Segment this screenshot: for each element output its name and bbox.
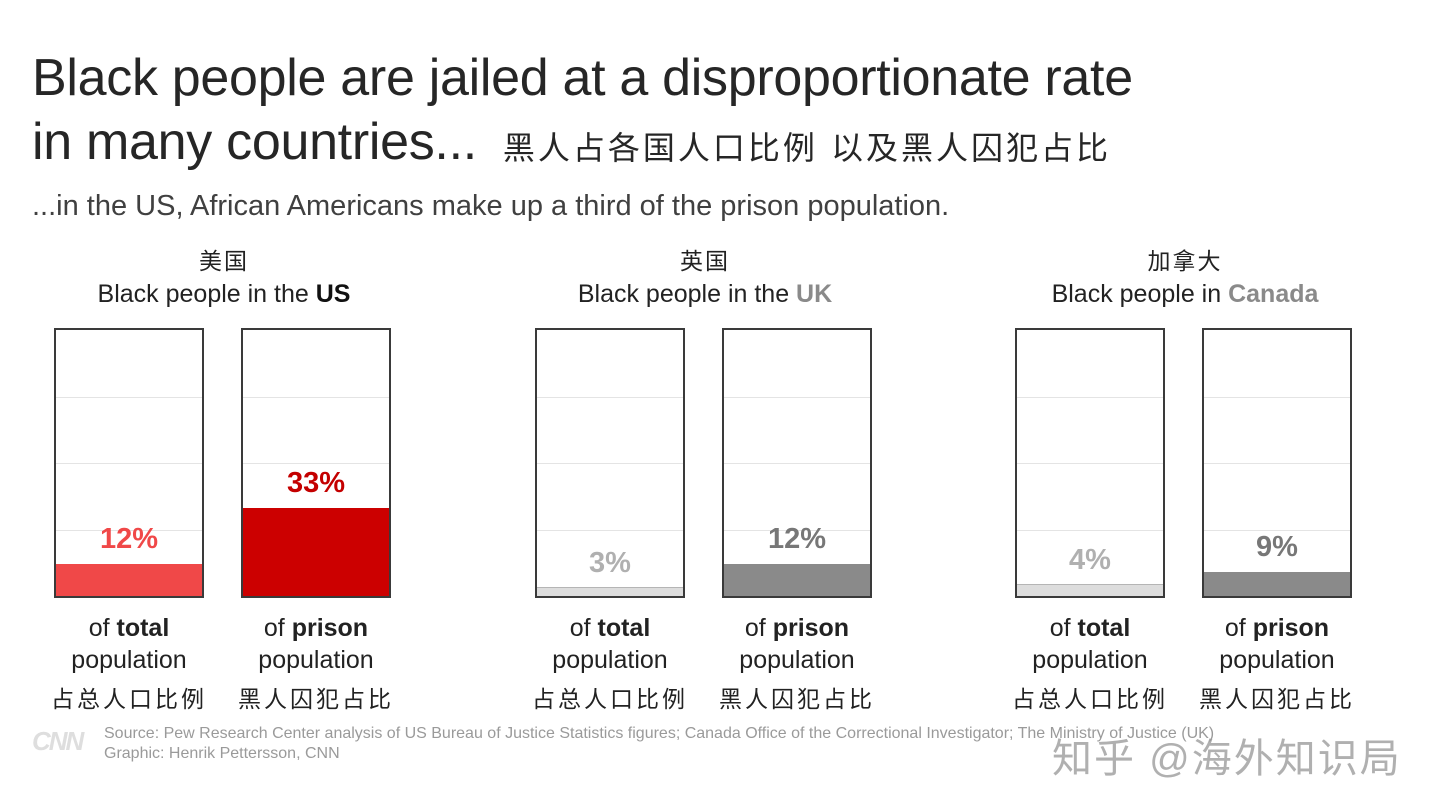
- bar-box: 3%: [535, 328, 685, 598]
- bar-value-label: 33%: [286, 467, 346, 499]
- bar-caption-line1: of prison: [697, 612, 897, 644]
- bar-caption: of total population: [510, 612, 710, 676]
- caption-rest: population: [739, 646, 855, 674]
- title-line-2-text: in many countries...: [32, 113, 477, 171]
- cnn-logo: CNN: [32, 726, 84, 756]
- bar-value-label: 3%: [589, 547, 631, 579]
- bar-caption-chinese: 黑人囚犯占比: [238, 687, 394, 713]
- bar-box: 9%: [1202, 328, 1352, 598]
- bar-box: 12%: [54, 328, 204, 598]
- caption-bold: total: [1077, 614, 1131, 642]
- bar-box: 4%: [1015, 328, 1165, 598]
- bar-caption-line1: of total: [510, 612, 710, 644]
- bar-caption: of prison population: [697, 612, 897, 676]
- bar-value-label: 4%: [1069, 544, 1111, 576]
- caption-bold: total: [597, 614, 651, 642]
- bar-caption: of prison population: [1177, 612, 1377, 676]
- caption-bold: prison: [291, 614, 369, 642]
- bar-fill: [243, 508, 389, 596]
- panel-title-prefix: Black people in the: [97, 280, 316, 308]
- bar-caption-chinese: 占总人口比例: [532, 687, 688, 713]
- panel-title: Black people in the UK: [475, 280, 935, 309]
- bar-caption-line1: of total: [29, 612, 229, 644]
- gridline: [243, 397, 389, 398]
- bar-fill: [1204, 572, 1350, 596]
- bar-fill: [1017, 584, 1163, 596]
- caption-rest: population: [552, 646, 668, 674]
- gridline: [56, 397, 202, 398]
- bar-caption: of total population: [990, 612, 1190, 676]
- bar-value-label: 12%: [767, 523, 827, 555]
- bar-caption-chinese: 占总人口比例: [1012, 687, 1168, 713]
- title-chinese: 黑人占各国人口比例 以及黑人囚犯占比: [502, 129, 1112, 167]
- source-note: Source: Pew Research Center analysis of …: [104, 724, 1214, 764]
- caption-bold: total: [116, 614, 170, 642]
- caption-of: of: [744, 614, 773, 642]
- gridline: [724, 530, 870, 531]
- caption-of: of: [88, 614, 117, 642]
- caption-of: of: [1049, 614, 1078, 642]
- caption-of: of: [1224, 614, 1253, 642]
- gridline: [537, 530, 683, 531]
- bar-fill: [724, 564, 870, 596]
- gridline: [1017, 463, 1163, 464]
- bar-fill: [56, 564, 202, 596]
- panel-country: UK: [796, 280, 833, 308]
- caption-of: of: [263, 614, 292, 642]
- gridline: [724, 463, 870, 464]
- caption-rest: population: [71, 646, 187, 674]
- bar-caption-chinese: 黑人囚犯占比: [719, 687, 875, 713]
- panel-title-prefix: Black people in the: [577, 280, 797, 308]
- panel-title-prefix: Black people in: [1051, 280, 1229, 308]
- gridline: [1204, 463, 1350, 464]
- caption-rest: population: [1219, 646, 1335, 674]
- bar-caption-line1: of total: [990, 612, 1190, 644]
- graphic-credit: Graphic: Henrik Pettersson, CNN: [104, 745, 340, 762]
- zhihu-watermark: 知乎 @海外知识局: [1052, 737, 1402, 781]
- bar-caption-chinese: 占总人口比例: [51, 687, 207, 713]
- panel-country: Canada: [1228, 280, 1319, 308]
- panel-chinese-label: 美国: [199, 249, 249, 275]
- caption-bold: prison: [1252, 614, 1330, 642]
- caption-bold: prison: [772, 614, 850, 642]
- bar-caption: of total population: [29, 612, 229, 676]
- panel-title: Black people in the US: [0, 280, 454, 309]
- panel-chinese-label: 英国: [680, 249, 730, 275]
- bar-box: 33%: [241, 328, 391, 598]
- bar-box: 12%: [722, 328, 872, 598]
- chart-title: Black people are jailed at a disproporti…: [32, 46, 1412, 180]
- gridline: [1017, 530, 1163, 531]
- bar-value-label: 9%: [1256, 531, 1298, 563]
- bar-fill: [537, 587, 683, 596]
- gridline: [1017, 397, 1163, 398]
- gridline: [537, 463, 683, 464]
- bar-caption-chinese: 黑人囚犯占比: [1199, 687, 1355, 713]
- caption-rest: population: [1032, 646, 1148, 674]
- chart-subtitle: ...in the US, African Americans make up …: [32, 190, 950, 222]
- bar-caption-line1: of prison: [1177, 612, 1377, 644]
- bar-caption-line1: of prison: [216, 612, 416, 644]
- panel-country: US: [315, 280, 351, 308]
- bar-caption: of prison population: [216, 612, 416, 676]
- bar-value-label: 12%: [99, 523, 159, 555]
- gridline: [1204, 397, 1350, 398]
- gridline: [56, 463, 202, 464]
- gridline: [1204, 530, 1350, 531]
- source-text: Source: Pew Research Center analysis of …: [104, 725, 1215, 742]
- caption-of: of: [569, 614, 598, 642]
- gridline: [243, 463, 389, 464]
- panel-title: Black people in Canada: [955, 280, 1415, 309]
- gridline: [56, 530, 202, 531]
- panel-chinese-label: 加拿大: [1147, 249, 1223, 275]
- caption-rest: population: [258, 646, 374, 674]
- title-line-2: in many countries... 黑人占各国人口比例 以及黑人囚犯占比: [32, 110, 1412, 180]
- title-line-1: Black people are jailed at a disproporti…: [32, 49, 1133, 107]
- gridline: [724, 397, 870, 398]
- gridline: [537, 397, 683, 398]
